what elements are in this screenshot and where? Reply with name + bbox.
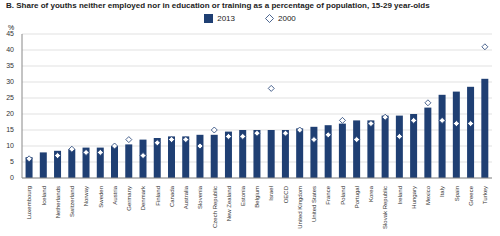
svg-text:Luxembourg: Luxembourg — [26, 186, 32, 219]
svg-text:United Kingdom: United Kingdom — [297, 186, 303, 229]
svg-text:Spain: Spain — [454, 186, 460, 201]
svg-text:Mexico: Mexico — [425, 185, 431, 205]
svg-text:45: 45 — [8, 30, 14, 37]
html-text:2013: 2013 — [217, 13, 235, 23]
svg-text:Norway: Norway — [83, 186, 89, 206]
svg-text:Greece: Greece — [468, 185, 474, 205]
svg-text:Turkey: Turkey — [482, 186, 488, 204]
html-text:B. Share of youths neither emp: B. Share of youths neither employed nor … — [6, 1, 430, 10]
svg-text:Austria: Austria — [112, 185, 118, 204]
svg-text:25: 25 — [8, 94, 14, 101]
svg-text:Czech Republic: Czech Republic — [212, 186, 218, 228]
svg-text:Korea: Korea — [368, 185, 374, 202]
svg-text:Canada: Canada — [169, 185, 175, 207]
svg-text:Slovenia: Slovenia — [197, 185, 203, 209]
svg-text:Sweden: Sweden — [98, 186, 104, 208]
svg-text:Israel: Israel — [269, 186, 275, 201]
html-text:2000: 2000 — [278, 13, 296, 23]
svg-text:Denmark: Denmark — [140, 185, 146, 210]
svg-text:Finland: Finland — [155, 186, 161, 206]
svg-text:5: 5 — [10, 158, 14, 165]
svg-text:20: 20 — [8, 110, 14, 117]
svg-text:France: France — [325, 185, 331, 204]
svg-text:Netherlands: Netherlands — [55, 186, 61, 218]
svg-text:15: 15 — [8, 126, 14, 133]
svg-text:40: 40 — [8, 46, 14, 53]
svg-text:OECD: OECD — [283, 185, 289, 203]
svg-text:New Zealand: New Zealand — [226, 186, 232, 221]
svg-text:Germany: Germany — [126, 186, 132, 211]
svg-text:35: 35 — [8, 62, 14, 69]
svg-text:Portugal: Portugal — [354, 186, 360, 208]
svg-text:Switzerland: Switzerland — [69, 186, 75, 217]
svg-text:Ireland: Ireland — [397, 186, 403, 204]
svg-text:Hungary: Hungary — [411, 186, 417, 209]
svg-text:Italy: Italy — [439, 186, 445, 197]
svg-text:Belgium: Belgium — [254, 186, 260, 208]
svg-text:United States: United States — [311, 186, 317, 222]
svg-text:Iceland: Iceland — [41, 186, 47, 205]
svg-text:Estonia: Estonia — [240, 185, 246, 206]
svg-text:10: 10 — [8, 142, 14, 149]
svg-text:30: 30 — [8, 78, 14, 85]
svg-text:Australia: Australia — [183, 185, 189, 209]
svg-text:0: 0 — [10, 174, 14, 181]
svg-text:Slovak Republic: Slovak Republic — [382, 186, 388, 229]
svg-text:Poland: Poland — [340, 186, 346, 205]
